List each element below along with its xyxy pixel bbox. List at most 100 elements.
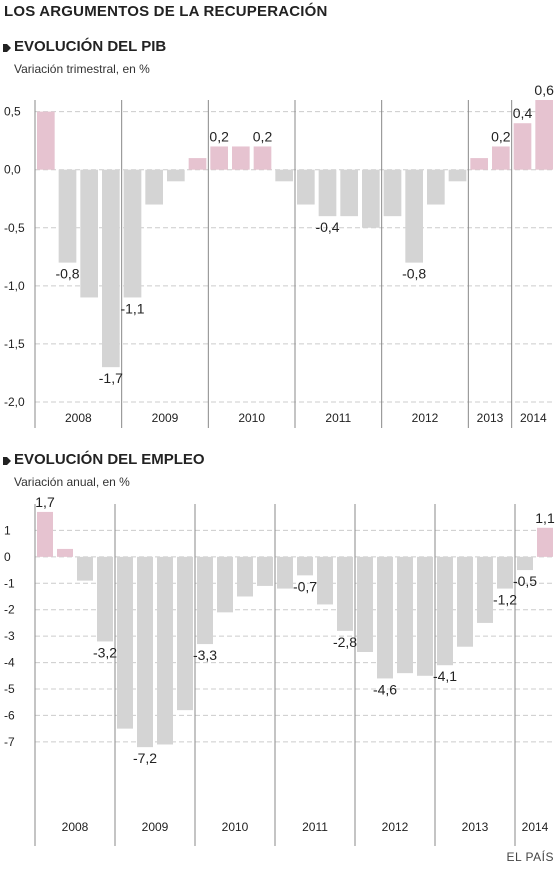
bar bbox=[492, 146, 510, 170]
x-year-label: 2014 bbox=[522, 820, 549, 834]
bar bbox=[157, 556, 173, 745]
bar bbox=[277, 556, 293, 589]
bar bbox=[477, 556, 493, 623]
employment-bar-chart: 1 0 -1 -2 -3 -4 -5 -6 -7 2008 2009 2010 2011 2012 2013… bbox=[4, 494, 555, 846]
bar bbox=[177, 556, 193, 711]
employment-chart-subtitle: Variación anual, en % bbox=[14, 475, 130, 489]
bar bbox=[517, 556, 533, 571]
y-tick-label: 0,0 bbox=[4, 163, 21, 177]
y-tick-label: 1 bbox=[4, 523, 11, 537]
gdp-bar-chart: 0,5 0,0 -0,5 -1,0 -1,5 -2,0 2008 2009 2010 2011 20… bbox=[4, 82, 555, 428]
data-label: -4,1 bbox=[433, 668, 457, 684]
y-tick-label: -2,0 bbox=[4, 395, 25, 409]
bullet-arrow-icon bbox=[3, 44, 11, 52]
data-label: -3,3 bbox=[193, 647, 217, 663]
y-tick-label: -1,0 bbox=[4, 279, 25, 293]
y-tick-label: -1,5 bbox=[4, 337, 25, 351]
bar bbox=[257, 556, 273, 586]
x-year-label: 2013 bbox=[462, 820, 489, 834]
bar bbox=[137, 556, 153, 748]
y-tick-label: 0,5 bbox=[4, 105, 21, 119]
data-label: -3,2 bbox=[93, 644, 117, 660]
bar bbox=[275, 169, 293, 182]
bar bbox=[145, 169, 163, 205]
x-year-label: 2011 bbox=[302, 820, 328, 834]
bar bbox=[297, 556, 313, 576]
data-label: -2,8 bbox=[333, 634, 357, 650]
data-label: -1,7 bbox=[99, 370, 123, 386]
bar bbox=[397, 556, 413, 674]
bar bbox=[377, 556, 393, 679]
data-label: -0,8 bbox=[55, 266, 79, 282]
bar bbox=[362, 169, 380, 228]
data-label: 0,2 bbox=[253, 128, 273, 144]
data-label: -4,6 bbox=[373, 681, 397, 697]
x-year-label: 2010 bbox=[238, 411, 265, 425]
bar bbox=[427, 169, 445, 205]
data-label: 0,2 bbox=[209, 128, 229, 144]
x-year-label: 2011 bbox=[325, 411, 351, 425]
bar bbox=[123, 169, 142, 298]
data-label: -0,5 bbox=[513, 573, 537, 589]
bar bbox=[37, 511, 53, 557]
bullet-arrow-icon bbox=[3, 457, 11, 465]
y-tick-label: -3 bbox=[4, 629, 15, 643]
y-tick-label: -7 bbox=[4, 735, 15, 749]
bar bbox=[457, 556, 473, 647]
x-year-label: 2009 bbox=[152, 411, 179, 425]
x-year-label: 2014 bbox=[520, 411, 547, 425]
data-label: 0,4 bbox=[513, 105, 533, 121]
y-tick-label: -0,5 bbox=[4, 221, 25, 235]
bar bbox=[297, 169, 315, 205]
bar bbox=[253, 146, 272, 170]
data-label: -0,8 bbox=[402, 266, 426, 282]
source-credit: EL PAÍS bbox=[506, 850, 554, 864]
y-tick-label: -5 bbox=[4, 682, 15, 696]
bar bbox=[80, 169, 98, 298]
bar bbox=[57, 548, 73, 557]
data-label: 1,1 bbox=[535, 510, 555, 526]
bar bbox=[317, 556, 333, 605]
bar bbox=[188, 158, 207, 170]
bar bbox=[37, 111, 55, 170]
bar bbox=[237, 556, 253, 597]
y-tick-label: -2 bbox=[4, 603, 15, 617]
bar bbox=[470, 158, 488, 170]
bar bbox=[167, 169, 185, 182]
employment-chart-title: EVOLUCIÓN DEL EMPLEO bbox=[14, 451, 205, 468]
bar bbox=[337, 556, 353, 631]
y-tick-label: 0 bbox=[4, 550, 11, 564]
bar bbox=[437, 556, 453, 666]
x-year-label: 2012 bbox=[412, 411, 439, 425]
data-label: -7,2 bbox=[133, 750, 157, 766]
bar bbox=[210, 146, 228, 170]
bar bbox=[77, 556, 93, 581]
bar bbox=[513, 123, 532, 170]
x-year-label: 2008 bbox=[62, 820, 89, 834]
x-year-label: 2010 bbox=[222, 820, 249, 834]
x-year-label: 2009 bbox=[142, 820, 169, 834]
data-label: -0,4 bbox=[315, 219, 339, 235]
data-label: 0,2 bbox=[491, 128, 511, 144]
bar bbox=[340, 169, 358, 217]
bar bbox=[417, 556, 433, 676]
y-tick-label: -4 bbox=[4, 656, 15, 670]
data-label: -1,2 bbox=[493, 592, 517, 608]
main-title: LOS ARGUMENTOS DE LA RECUPERACIÓN bbox=[4, 3, 328, 20]
data-label: 0,6 bbox=[534, 82, 554, 98]
x-year-label: 2013 bbox=[477, 411, 504, 425]
bar bbox=[58, 169, 77, 263]
bar bbox=[537, 527, 553, 557]
bar bbox=[448, 169, 467, 182]
x-year-label: 2012 bbox=[382, 820, 409, 834]
bar bbox=[318, 169, 337, 217]
bar bbox=[357, 556, 373, 652]
bar bbox=[535, 100, 553, 170]
bar bbox=[197, 556, 213, 645]
bar bbox=[405, 169, 423, 263]
x-year-label: 2008 bbox=[65, 411, 92, 425]
bar bbox=[383, 169, 402, 217]
gdp-chart-subtitle: Variación trimestral, en % bbox=[14, 62, 150, 76]
data-label: 1,7 bbox=[35, 494, 55, 510]
gdp-chart-title: EVOLUCIÓN DEL PIB bbox=[14, 38, 167, 55]
